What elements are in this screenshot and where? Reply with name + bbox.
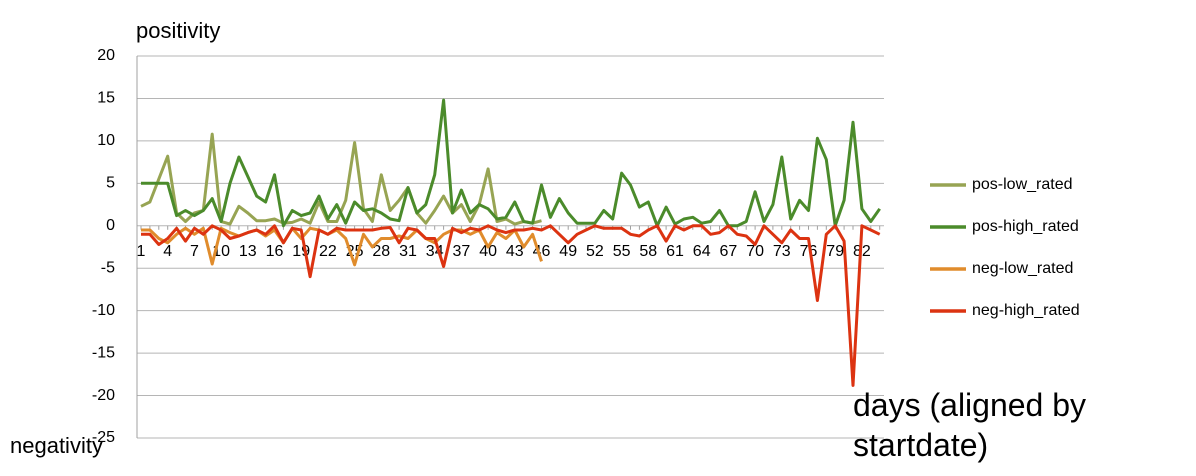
x-tick-label: 49 [559,243,577,260]
x-tick-label: 58 [639,243,657,260]
x-tick-label: 64 [693,243,711,260]
x-tick-label: 7 [190,243,199,260]
y-tick-label: 0 [106,217,115,234]
series-line [141,224,881,387]
x-tick-label: 31 [399,243,417,260]
legend-label: neg-high_rated [972,302,1080,319]
y-tick-label: -10 [92,302,115,319]
x-tick-label: 70 [746,243,764,260]
x-tick-label: 40 [479,243,497,260]
x-tick-label: 52 [586,243,604,260]
legend-label: pos-low_rated [972,176,1073,193]
x-tick-label: 43 [506,243,524,260]
x-tick-label: 28 [372,243,390,260]
x-tick-label: 67 [720,243,738,260]
y-tick-label: 5 [106,175,115,192]
series-line [141,226,543,267]
legend-label: pos-high_rated [972,218,1079,235]
y-tick-label: 20 [97,47,115,64]
x-tick-label: 4 [163,243,172,260]
x-tick-label: 1 [137,243,146,260]
x-tick-label: 55 [613,243,631,260]
x-axis-label: days (aligned by startdate) [853,387,1087,463]
x-tick-label: 61 [666,243,684,260]
y-tick-label: -25 [92,429,115,446]
y-tick-label: 15 [97,90,115,107]
y-tick-label: -15 [92,344,115,361]
y-tick-label: -5 [101,259,115,276]
y-tick-label: 10 [97,132,115,149]
x-tick-label: 73 [773,243,791,260]
x-tick-label: 16 [266,243,284,260]
x-tick-label: 79 [826,243,844,260]
y-label-bottom: negativity [10,433,103,458]
x-tick-label: 22 [319,243,337,260]
series-line [141,98,881,228]
x-tick-label: 13 [239,243,257,260]
legend-label: neg-low_rated [972,260,1073,277]
x-tick-label: 76 [800,243,818,260]
y-label-top: positivity [136,18,220,43]
y-tick-label: -20 [92,387,115,404]
x-tick-label: 37 [453,243,471,260]
